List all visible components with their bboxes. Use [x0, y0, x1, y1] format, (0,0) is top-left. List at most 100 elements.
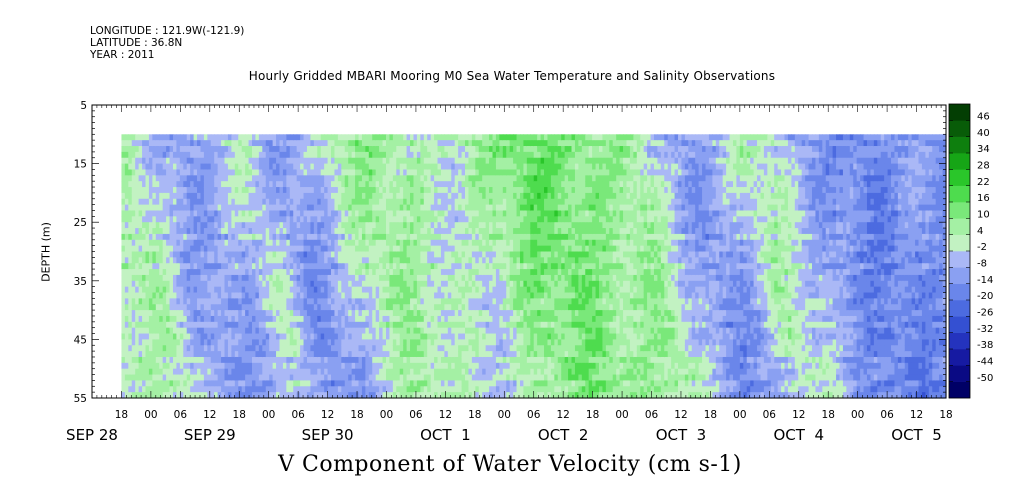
heatmap-cell — [279, 368, 284, 376]
heatmap-cell — [458, 163, 463, 171]
heatmap-cell — [282, 181, 287, 188]
heatmap-cell — [221, 333, 226, 340]
heatmap-cell — [176, 269, 181, 276]
heatmap-cell — [200, 321, 205, 329]
heatmap-cell — [416, 222, 421, 229]
heatmap-cell — [434, 163, 439, 171]
heatmap-cell — [138, 210, 143, 217]
heatmap-cell — [121, 298, 126, 305]
heatmap-cell — [410, 210, 415, 217]
heatmap-cell — [461, 392, 466, 399]
heatmap-cell — [214, 192, 219, 200]
heatmap-cell — [179, 274, 184, 282]
heatmap-cell — [485, 310, 490, 317]
heatmap-cell — [296, 280, 301, 288]
heatmap-cell — [296, 263, 301, 270]
heatmap-cell — [475, 292, 480, 299]
heatmap-cell — [379, 210, 384, 217]
heatmap-cell — [276, 380, 281, 387]
heatmap-cell — [485, 228, 490, 235]
heatmap-cell — [238, 210, 243, 217]
heatmap-cell — [200, 228, 205, 235]
heatmap-cell — [406, 386, 411, 393]
heatmap-cell — [327, 140, 332, 147]
heatmap-cell — [385, 251, 391, 258]
heatmap-cell — [465, 274, 470, 282]
heatmap-cell — [358, 233, 363, 241]
heatmap-cell — [475, 392, 480, 399]
heatmap-cell — [310, 134, 315, 141]
heatmap-cell — [169, 210, 174, 217]
heatmap-cell — [437, 315, 442, 323]
heatmap-cell — [334, 304, 339, 311]
heatmap-cell — [331, 327, 336, 335]
heatmap-cell — [365, 386, 370, 393]
heatmap-cell — [372, 362, 377, 370]
heatmap-cell — [492, 239, 497, 247]
heatmap-cell — [121, 175, 126, 182]
heatmap-cell — [334, 233, 339, 241]
heatmap-cell — [437, 292, 442, 299]
heatmap-cell — [203, 286, 208, 294]
heatmap-cell — [492, 339, 497, 346]
heatmap-cell — [410, 321, 415, 329]
heatmap-cell — [241, 151, 246, 159]
heatmap-cell — [465, 310, 470, 317]
heatmap-cell — [372, 204, 377, 212]
heatmap-cell — [265, 163, 270, 171]
heatmap-cell — [440, 222, 445, 229]
heatmap-cell — [499, 321, 504, 329]
heatmap-cell — [193, 157, 198, 165]
heatmap-cell — [286, 140, 291, 147]
heatmap-cell — [176, 339, 181, 346]
heatmap-cell — [282, 321, 287, 329]
heatmap-cell — [241, 157, 246, 165]
heatmap-cell — [355, 315, 360, 323]
heatmap-cell — [482, 216, 487, 223]
heatmap-cell — [131, 333, 136, 340]
heatmap-cell — [241, 192, 246, 200]
heatmap-cell — [468, 280, 473, 288]
heatmap-cell — [410, 345, 415, 352]
heatmap-cell — [444, 163, 449, 171]
heatmap-cell — [207, 151, 212, 159]
heatmap-cell — [351, 280, 356, 288]
heatmap-cell — [358, 140, 363, 147]
heatmap-cell — [234, 239, 239, 247]
heatmap-cell — [162, 157, 167, 165]
heatmap-cell — [489, 198, 494, 206]
heatmap-cell — [440, 187, 445, 194]
heatmap-cell — [427, 192, 432, 200]
heatmap-cell — [465, 134, 470, 141]
heatmap-cell — [300, 333, 305, 340]
heatmap-cell — [166, 157, 171, 165]
heatmap-cell — [121, 163, 126, 171]
heatmap-cell — [495, 298, 500, 305]
heatmap-cell — [128, 210, 133, 217]
heatmap-cell — [197, 157, 202, 165]
heatmap-cell — [344, 304, 349, 311]
heatmap-cell — [282, 269, 287, 276]
heatmap-cell — [331, 321, 336, 329]
heatmap-cell — [155, 187, 160, 194]
heatmap-cell — [245, 146, 250, 153]
heatmap-cell — [485, 286, 490, 294]
heatmap-cell — [348, 304, 353, 311]
heatmap-cell — [344, 286, 349, 294]
heatmap-cell — [413, 280, 418, 288]
heatmap-cell — [303, 356, 308, 364]
heatmap-cell — [135, 263, 140, 270]
heatmap-cell — [248, 245, 253, 253]
heatmap-cell — [269, 321, 274, 329]
heatmap-cell — [152, 333, 157, 340]
heatmap-cell — [423, 216, 428, 223]
heatmap-cell — [382, 362, 387, 370]
heatmap-cell — [385, 304, 391, 311]
heatmap-cell — [372, 351, 377, 358]
heatmap-cell — [128, 356, 133, 364]
heatmap-cell — [145, 140, 150, 147]
heatmap-cell — [337, 380, 342, 387]
heatmap-cell — [265, 339, 270, 346]
heatmap-cell — [300, 310, 305, 317]
heatmap-cell — [186, 181, 191, 188]
